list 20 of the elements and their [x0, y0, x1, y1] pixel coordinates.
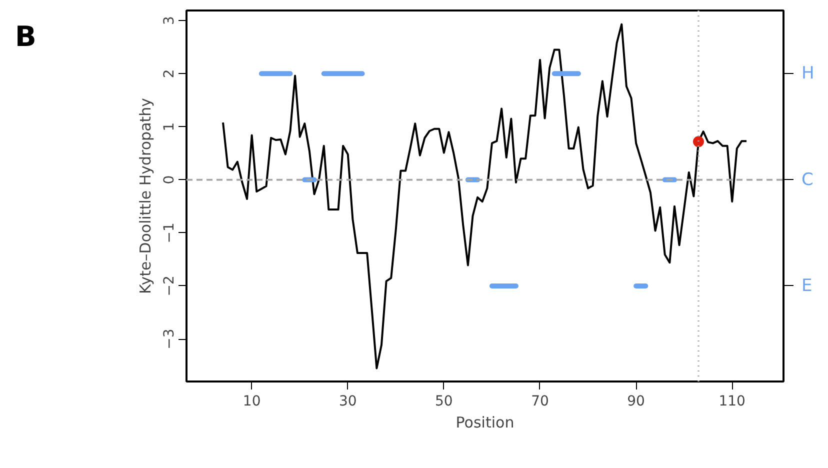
x-tick-label: 110	[718, 394, 746, 410]
x-tick-label: 50	[435, 394, 453, 410]
y-tick-label: 1	[162, 122, 178, 132]
x-tick-label: 30	[338, 394, 357, 410]
x-tick-label: 70	[531, 394, 549, 410]
y-tick-label: 0	[162, 175, 178, 184]
y-tick-label: 2	[162, 69, 178, 78]
y-tick-label: −1	[162, 222, 178, 244]
y-tick-label: 3	[162, 16, 178, 26]
y-axis-title: Kyte–Doolittle Hydropathy	[136, 98, 154, 294]
text: C	[802, 170, 814, 190]
text: H	[802, 64, 814, 84]
text: B	[15, 19, 36, 55]
text: E	[802, 276, 812, 296]
y-tick-label: −3	[162, 328, 178, 350]
x-axis-title: Position	[456, 414, 514, 432]
line-series	[222, 23, 748, 370]
x-tick-label: 10	[242, 394, 261, 410]
x-tick-label: 90	[627, 394, 645, 410]
y-tick-label: −2	[162, 276, 178, 296]
